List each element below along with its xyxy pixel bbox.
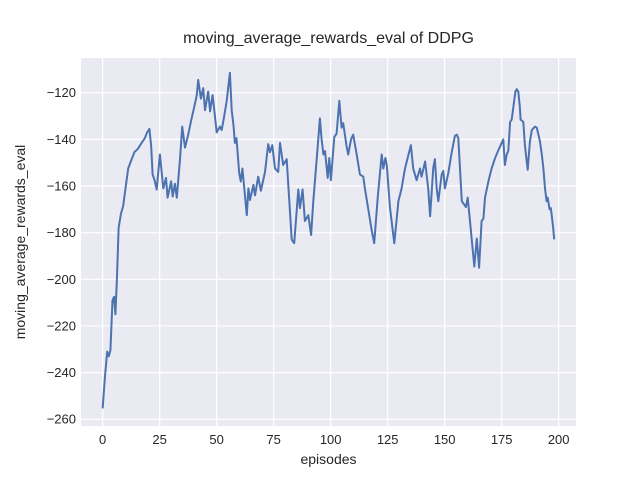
chart-title: moving_average_rewards_eval of DDPG — [183, 30, 474, 47]
x-tick-label: 125 — [377, 432, 399, 447]
x-tick-label: 175 — [491, 432, 513, 447]
x-tick-label: 75 — [266, 432, 280, 447]
y-tick-label: −220 — [47, 318, 76, 333]
x-tick-label: 50 — [209, 432, 223, 447]
reward-line — [101, 71, 556, 409]
y-tick-label: −160 — [47, 179, 76, 194]
plot-background — [81, 58, 576, 426]
y-tick-label: −260 — [47, 412, 76, 427]
y-tick-label: −120 — [47, 85, 76, 100]
x-tick-label: 200 — [548, 432, 570, 447]
x-tick-label: 150 — [434, 432, 456, 447]
x-tick-label: 25 — [152, 432, 166, 447]
y-tick-label: −240 — [47, 365, 76, 380]
x-tick-label: 0 — [99, 432, 106, 447]
y-tick-label: −200 — [47, 272, 76, 287]
y-tick-label: −140 — [47, 132, 76, 147]
y-tick-label: −180 — [47, 225, 76, 240]
x-axis-label: episodes — [300, 451, 357, 467]
x-tick-label: 100 — [320, 432, 342, 447]
y-axis-label-text: moving_average_rewards_eval — [12, 144, 28, 340]
